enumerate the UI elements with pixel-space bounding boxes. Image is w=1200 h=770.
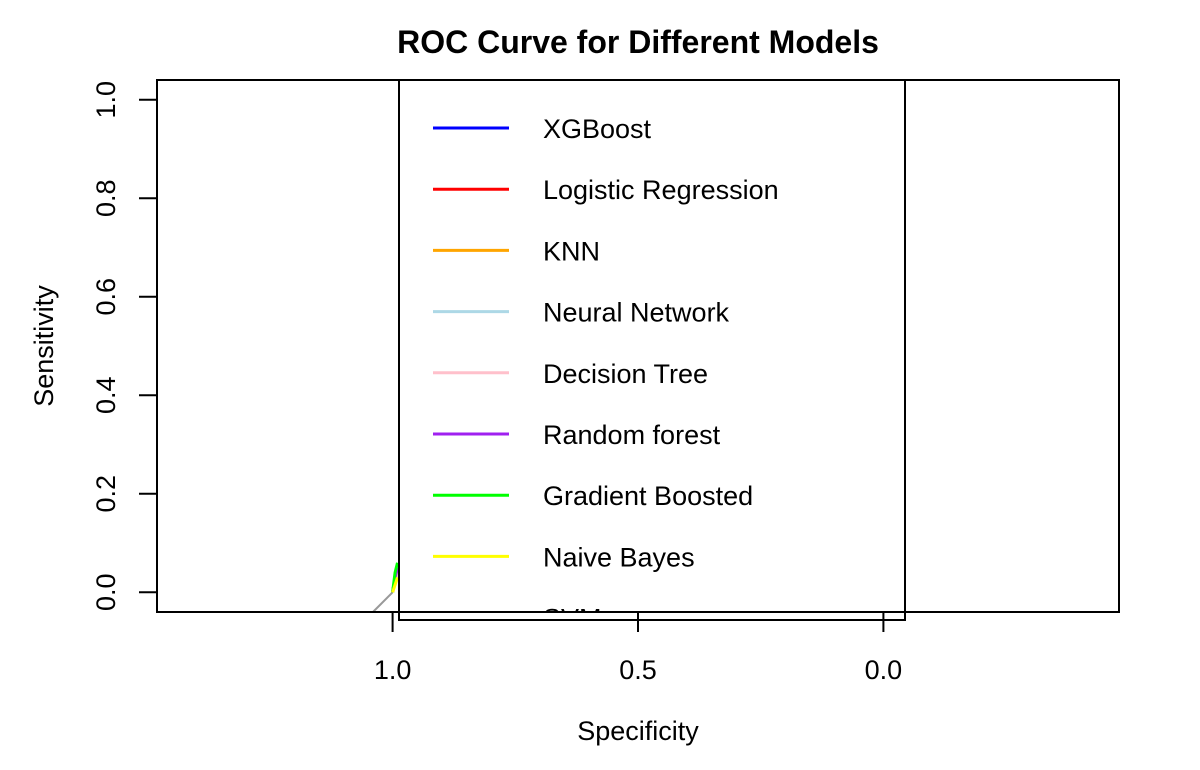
legend-label: Neural Network xyxy=(543,298,730,328)
roc-line-naive-bayes xyxy=(391,577,399,593)
y-tick-label: 0.2 xyxy=(91,475,121,513)
legend-label: Naive Bayes xyxy=(543,542,695,572)
legend-entries: XGBoost Logistic Regression KNN Neural Netw… xyxy=(433,114,779,634)
reference-diagonal-line xyxy=(372,591,394,612)
y-axis: 0.0 0.2 0.4 0.6 0.8 1.0 xyxy=(91,81,158,612)
legend-label: KNN xyxy=(543,236,600,266)
y-tick-label: 0.6 xyxy=(91,278,121,316)
chart-title: ROC Curve for Different Models xyxy=(397,24,879,60)
legend-item-logistic-regression: Logistic Regression xyxy=(433,175,779,205)
y-axis-label: Sensitivity xyxy=(29,285,59,407)
legend-label: Gradient Boosted xyxy=(543,481,753,511)
y-tick-label: 1.0 xyxy=(91,81,121,119)
x-axis-label: Specificity xyxy=(577,716,699,746)
legend-item-decision-tree: Decision Tree xyxy=(433,359,708,389)
legend-item-random-forest: Random forest xyxy=(433,420,721,450)
legend-label: SVM xyxy=(543,604,602,634)
data-layer xyxy=(372,562,399,612)
legend-label: Logistic Regression xyxy=(543,175,779,205)
x-tick-label: 0.5 xyxy=(619,655,657,685)
x-tick-label: 0.0 xyxy=(865,655,903,685)
x-tick-label: 1.0 xyxy=(374,655,412,685)
legend: XGBoost Logistic Regression KNN Neural Netw… xyxy=(398,79,906,634)
legend-label: Decision Tree xyxy=(543,359,708,389)
legend-item-neural-network: Neural Network xyxy=(433,298,730,328)
legend-item-gradient-boosted: Gradient Boosted xyxy=(433,481,753,511)
legend-label: XGBoost xyxy=(543,114,652,144)
y-tick-label: 0.0 xyxy=(91,574,121,612)
legend-item-naive-bayes: Naive Bayes xyxy=(433,542,695,572)
legend-label: Random forest xyxy=(543,420,721,450)
x-axis: 1.0 0.5 0.0 xyxy=(374,611,903,685)
y-tick-label: 0.4 xyxy=(91,376,121,414)
y-tick-label: 0.8 xyxy=(91,179,121,217)
legend-item-svm: SVM xyxy=(543,604,602,634)
legend-item-knn: KNN xyxy=(433,236,600,266)
legend-box xyxy=(398,79,906,621)
legend-item-xgboost: XGBoost xyxy=(433,114,652,144)
